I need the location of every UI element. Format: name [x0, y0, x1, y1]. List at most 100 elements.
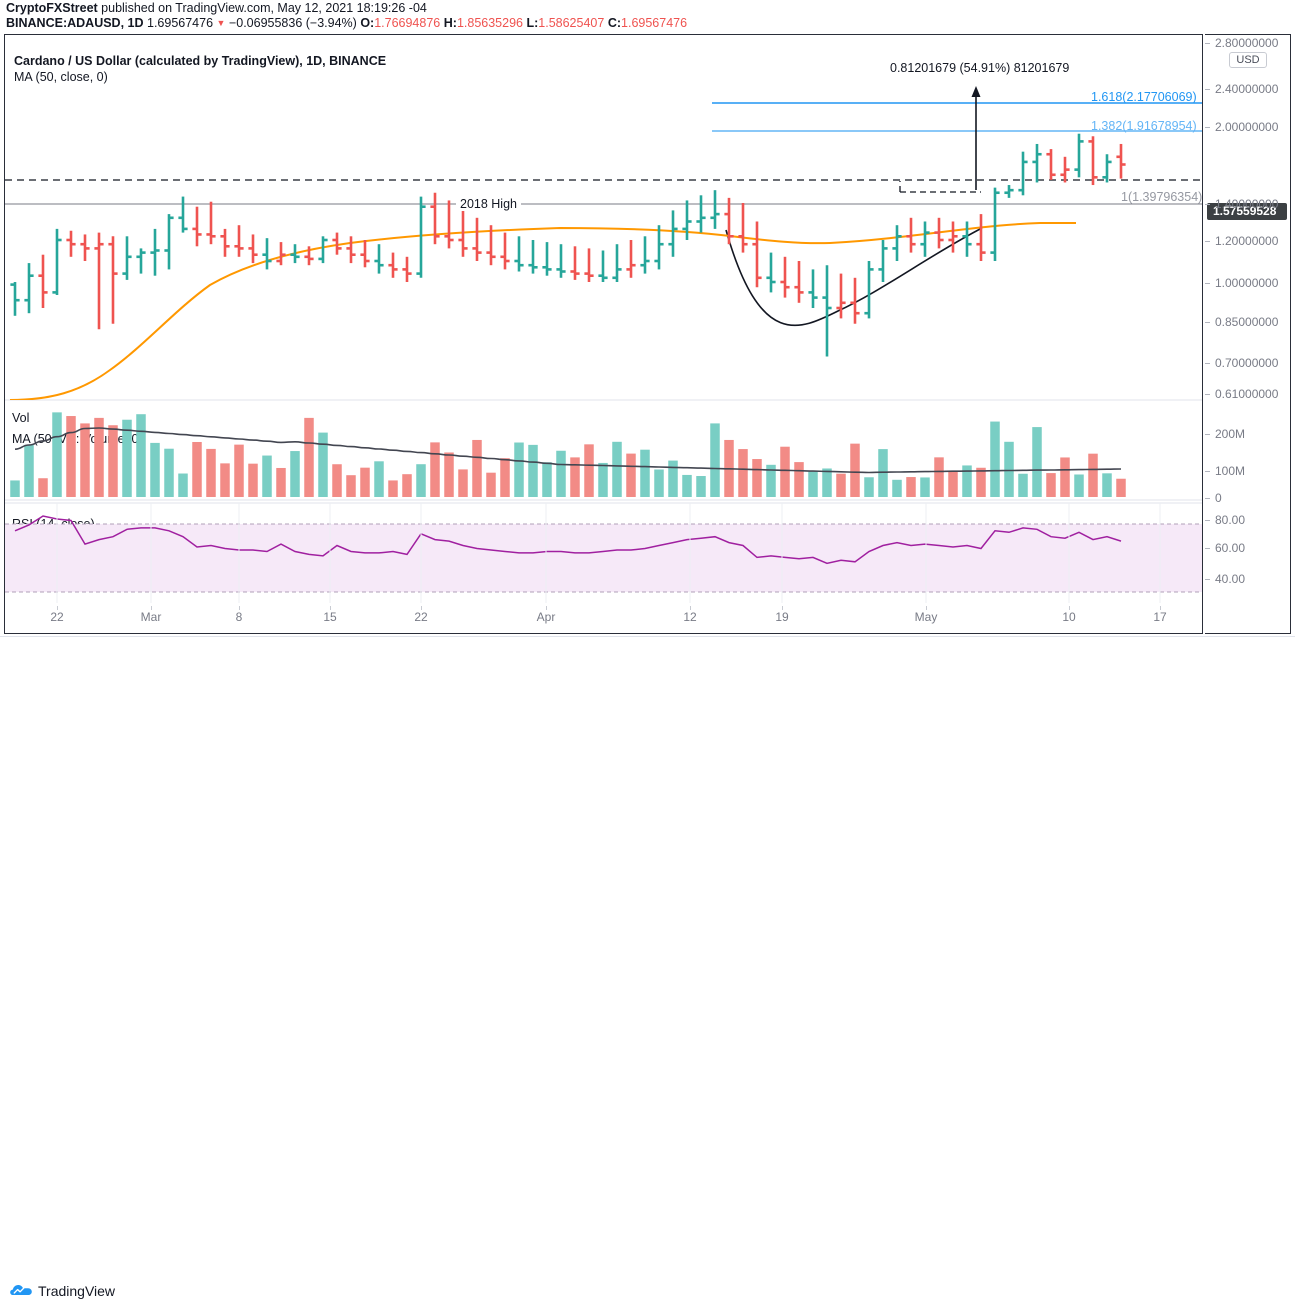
- volume-bar[interactable]: [458, 469, 468, 497]
- ohlc-bar[interactable]: [850, 277, 860, 324]
- ohlc-bar[interactable]: [206, 201, 216, 245]
- ohlc-bar[interactable]: [486, 225, 496, 266]
- volume-bar[interactable]: [332, 464, 342, 497]
- ohlc-bar[interactable]: [430, 192, 440, 245]
- ohlc-bar[interactable]: [682, 200, 692, 240]
- volume-bar[interactable]: [178, 473, 188, 497]
- ohlc-bar[interactable]: [1088, 136, 1098, 186]
- ohlc-bar[interactable]: [24, 263, 34, 314]
- ohlc-bar[interactable]: [248, 234, 258, 264]
- volume-bar[interactable]: [948, 471, 958, 497]
- ohlc-bar[interactable]: [290, 244, 300, 264]
- volume-bar[interactable]: [1088, 453, 1098, 497]
- ohlc-bar[interactable]: [626, 240, 636, 278]
- volume-bar[interactable]: [486, 472, 496, 497]
- volume-bar[interactable]: [1074, 474, 1084, 497]
- volume-bar[interactable]: [654, 469, 664, 497]
- volume-bar[interactable]: [1032, 427, 1042, 497]
- volume-bar[interactable]: [1116, 478, 1126, 497]
- currency-badge[interactable]: USD: [1229, 52, 1267, 68]
- volume-bar[interactable]: [934, 457, 944, 497]
- ohlc-bar[interactable]: [304, 246, 314, 266]
- ohlc-bar[interactable]: [598, 250, 608, 283]
- volume-bar[interactable]: [626, 453, 636, 497]
- ohlc-bar[interactable]: [892, 225, 902, 261]
- price-axis[interactable]: USD 1.57559528 2.80000000 2.40000000 2.000…: [1205, 34, 1291, 634]
- ohlc-bar[interactable]: [80, 234, 90, 261]
- volume-bar[interactable]: [612, 441, 622, 497]
- ohlc-bar[interactable]: [724, 197, 734, 245]
- volume-bar[interactable]: [920, 477, 930, 497]
- volume-bar[interactable]: [640, 449, 650, 497]
- volume-bar[interactable]: [598, 462, 608, 497]
- ohlc-bar[interactable]: [500, 232, 510, 270]
- volume-bar[interactable]: [304, 417, 314, 497]
- volume-bar[interactable]: [24, 444, 34, 497]
- ohlc-bar[interactable]: [108, 236, 118, 324]
- ohlc-bar[interactable]: [220, 228, 230, 257]
- ohlc-bar[interactable]: [794, 261, 804, 303]
- volume-bar[interactable]: [346, 475, 356, 497]
- ohlc-bar[interactable]: [780, 256, 790, 298]
- volume-bar[interactable]: [150, 442, 160, 497]
- ohlc-bar[interactable]: [164, 214, 174, 270]
- symbol-label[interactable]: BINANCE:ADAUSD, 1D: [6, 16, 144, 30]
- volume-bar[interactable]: [192, 441, 202, 497]
- volume-bar[interactable]: [1004, 441, 1014, 497]
- volume-bar[interactable]: [108, 425, 118, 497]
- ohlc-bar[interactable]: [584, 248, 594, 282]
- ohlc-bar[interactable]: [360, 240, 370, 268]
- ohlc-bar[interactable]: [906, 217, 916, 253]
- volume-bar[interactable]: [52, 412, 62, 497]
- ohlc-bar[interactable]: [962, 221, 972, 257]
- ohlc-bar[interactable]: [374, 244, 384, 274]
- volume-bar[interactable]: [388, 480, 398, 497]
- volume-bar[interactable]: [444, 452, 454, 497]
- ohlc-bar[interactable]: [556, 244, 566, 278]
- volume-bar[interactable]: [892, 479, 902, 497]
- ohlc-bar[interactable]: [178, 196, 188, 233]
- ohlc-bar[interactable]: [514, 236, 524, 272]
- ohlc-bar[interactable]: [318, 236, 328, 264]
- ohlc-bar[interactable]: [668, 210, 678, 257]
- volume-bar[interactable]: [234, 444, 244, 497]
- ohlc-bar[interactable]: [402, 256, 412, 282]
- volume-bar[interactable]: [248, 463, 258, 497]
- ohlc-bar[interactable]: [1018, 151, 1028, 196]
- ohlc-bar[interactable]: [276, 242, 286, 266]
- ohlc-bar[interactable]: [1074, 133, 1084, 178]
- volume-bar[interactable]: [570, 457, 580, 497]
- ohlc-bar[interactable]: [640, 236, 650, 274]
- ohlc-bar[interactable]: [66, 230, 76, 257]
- volume-bar[interactable]: [836, 473, 846, 497]
- ohlc-bar[interactable]: [234, 225, 244, 257]
- time-axis[interactable]: 22 Mar 8 15 22 Apr 12 19 May 10 17: [4, 606, 1203, 634]
- ohlc-bar[interactable]: [654, 225, 664, 270]
- ohlc-bar[interactable]: [1102, 154, 1112, 183]
- volume-bar[interactable]: [1046, 473, 1056, 497]
- volume-bar[interactable]: [374, 461, 384, 497]
- ohlc-bar[interactable]: [416, 196, 426, 278]
- volume-bar[interactable]: [136, 414, 146, 497]
- volume-bar[interactable]: [696, 476, 706, 497]
- ohlc-bar[interactable]: [1046, 149, 1056, 180]
- volume-bar[interactable]: [38, 478, 48, 497]
- volume-bar[interactable]: [122, 419, 132, 497]
- volume-bar[interactable]: [1102, 473, 1112, 497]
- ohlc-bar[interactable]: [864, 261, 874, 319]
- ohlc-bar[interactable]: [710, 190, 720, 229]
- volume-bar[interactable]: [276, 467, 286, 497]
- ohlc-bar[interactable]: [262, 238, 272, 270]
- ohlc-bar[interactable]: [94, 232, 104, 330]
- volume-bar[interactable]: [402, 474, 412, 497]
- volume-bar[interactable]: [10, 480, 20, 497]
- volume-bar[interactable]: [850, 443, 860, 497]
- ohlc-bar[interactable]: [570, 246, 580, 280]
- ohlc-bar[interactable]: [10, 282, 20, 316]
- volume-bar[interactable]: [360, 467, 370, 497]
- ohlc-bar[interactable]: [836, 273, 846, 319]
- ohlc-bar[interactable]: [1060, 156, 1070, 183]
- ohlc-bar[interactable]: [990, 187, 1000, 261]
- volume-bar[interactable]: [94, 417, 104, 497]
- volume-bar[interactable]: [80, 423, 90, 497]
